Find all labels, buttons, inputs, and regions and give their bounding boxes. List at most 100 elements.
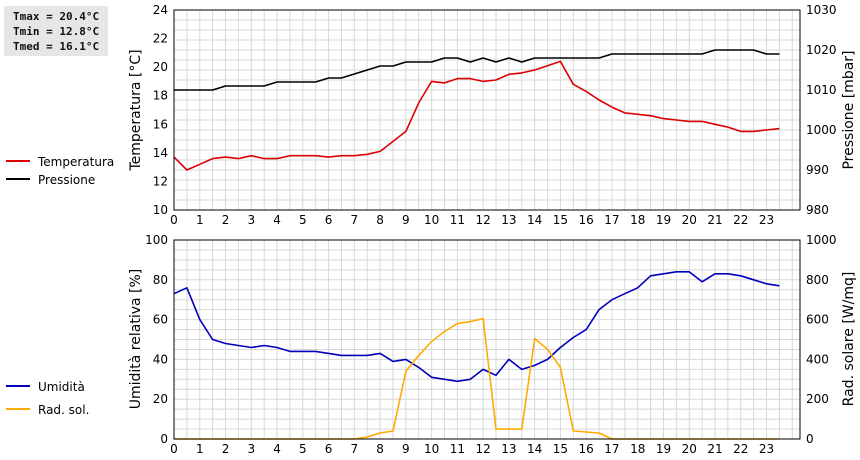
y-right-tick-label: 600 — [806, 313, 829, 327]
series-layer — [173, 49, 780, 171]
x-tick-label: 22 — [733, 442, 748, 456]
x-tick-label: 1 — [196, 213, 204, 227]
y-right-axis-title: Rad. solare [W/mq] — [841, 272, 857, 407]
y-left-tick-label: 80 — [153, 273, 168, 287]
series-line-rad-sol — [174, 317, 780, 440]
x-tick-label: 10 — [424, 213, 439, 227]
x-tick-label: 16 — [579, 442, 594, 456]
y-right-tick-label: 1020 — [806, 43, 837, 57]
x-tick-label: 0 — [170, 442, 178, 456]
plot-frame — [173, 9, 801, 211]
y-left-tick-label: 60 — [153, 313, 168, 327]
x-tick-label: 17 — [604, 442, 619, 456]
x-tick-label: 12 — [475, 213, 490, 227]
x-tick-label: 14 — [527, 213, 542, 227]
x-tick-label: 21 — [707, 213, 722, 227]
y-left-tick-label: 22 — [153, 32, 168, 46]
x-tick-label: 18 — [630, 442, 645, 456]
grid — [174, 10, 800, 210]
x-tick-label: 2 — [222, 442, 230, 456]
tmin-readout: Tmin = 12.8°C — [13, 25, 100, 38]
stats-box: Tmax = 20.4°C Tmin = 12.8°C Tmed = 16.1°… — [4, 6, 108, 56]
y-left-tick-label: 24 — [153, 3, 168, 17]
y-left-tick-label: 0 — [160, 432, 168, 446]
y-left-tick-label: 12 — [153, 174, 168, 188]
x-tick-label: 7 — [351, 213, 359, 227]
x-tick-label: 4 — [273, 213, 281, 227]
x-tick-label: 14 — [527, 442, 542, 456]
axis-labels: 0 1 2 3 4 5 6 7 8 9 10 11 12 13 14 15 16 17 18 19 20 21 22 2302… — [145, 233, 836, 456]
x-tick-label: 7 — [351, 442, 359, 456]
humidity-radiation-chart: 0 1 2 3 4 5 6 7 8 9 10 11 12 13 14 15 16 17 18 19 20 21 22 2302… — [6, 233, 857, 456]
tmed-readout: Tmed = 16.1°C — [13, 40, 100, 53]
y-left-tick-label: 18 — [153, 89, 168, 103]
y-right-tick-label: 1010 — [806, 83, 837, 97]
x-tick-label: 9 — [402, 442, 410, 456]
x-tick-label: 4 — [273, 442, 281, 456]
x-tick-label: 5 — [299, 442, 307, 456]
x-tick-label: 8 — [376, 442, 384, 456]
x-tick-label: 17 — [604, 213, 619, 227]
y-right-tick-label: 1000 — [806, 123, 837, 137]
plot-frame — [173, 239, 801, 440]
y-right-axis-title: Pressione [mbar] — [841, 50, 857, 169]
series-line-pressione — [174, 49, 780, 91]
x-tick-label: 13 — [501, 213, 516, 227]
legend-label-pressione: Pressione — [38, 173, 95, 187]
y-right-tick-label: 200 — [806, 392, 829, 406]
x-tick-label: 1 — [196, 442, 204, 456]
legend: Temperatura Pressione — [6, 155, 114, 187]
x-tick-label: 20 — [682, 442, 697, 456]
legend-label-rad-sol: Rad. sol. — [38, 403, 89, 417]
x-tick-label: 13 — [501, 442, 516, 456]
x-tick-label: 16 — [579, 213, 594, 227]
x-tick-label: 6 — [325, 442, 333, 456]
temperature-pressure-chart: 0 1 2 3 4 5 6 7 8 9 10 11 12 13 14 15 16 17 18 19 20 21 22 2310… — [6, 3, 857, 227]
x-tick-label: 23 — [759, 213, 774, 227]
axis-labels: 0 1 2 3 4 5 6 7 8 9 10 11 12 13 14 15 16 17 18 19 20 21 22 2310… — [153, 3, 837, 227]
y-left-tick-label: 20 — [153, 60, 168, 74]
x-tick-label: 3 — [247, 442, 255, 456]
series-line-umidit — [173, 270, 780, 383]
x-tick-label: 19 — [656, 213, 671, 227]
x-tick-label: 15 — [553, 442, 568, 456]
x-tick-label: 18 — [630, 213, 645, 227]
x-tick-label: 23 — [759, 442, 774, 456]
x-tick-label: 15 — [553, 213, 568, 227]
y-right-tick-label: 1000 — [806, 233, 837, 247]
series-line-temperatura — [173, 60, 780, 171]
series-layer — [173, 270, 780, 440]
y-right-tick-label: 1030 — [806, 3, 837, 17]
x-tick-label: 2 — [222, 213, 230, 227]
y-left-axis-title: Umidità relativa [%] — [128, 269, 144, 410]
y-left-tick-label: 20 — [153, 392, 168, 406]
x-tick-label: 9 — [402, 213, 410, 227]
legend-label-umidita: Umidità — [38, 380, 85, 394]
x-tick-label: 6 — [325, 213, 333, 227]
y-left-tick-label: 100 — [145, 233, 168, 247]
x-tick-label: 8 — [376, 213, 384, 227]
x-tick-label: 3 — [247, 213, 255, 227]
tmax-readout: Tmax = 20.4°C — [13, 10, 100, 23]
x-tick-label: 21 — [707, 442, 722, 456]
y-left-tick-label: 14 — [153, 146, 168, 160]
x-tick-label: 5 — [299, 213, 307, 227]
x-tick-label: 11 — [450, 442, 465, 456]
y-right-tick-label: 400 — [806, 352, 829, 366]
x-tick-label: 20 — [682, 213, 697, 227]
legend: Umidità Rad. sol. — [6, 380, 89, 417]
y-left-axis-title: Temperatura [°C] — [128, 49, 144, 171]
y-right-tick-label: 980 — [806, 203, 829, 217]
y-left-tick-label: 16 — [153, 117, 168, 131]
y-right-tick-label: 990 — [806, 163, 829, 177]
x-tick-label: 11 — [450, 213, 465, 227]
x-tick-label: 19 — [656, 442, 671, 456]
y-right-tick-label: 0 — [806, 432, 814, 446]
y-left-tick-label: 40 — [153, 352, 168, 366]
y-right-tick-label: 800 — [806, 273, 829, 287]
x-tick-label: 22 — [733, 213, 748, 227]
x-tick-label: 12 — [475, 442, 490, 456]
grid — [174, 240, 800, 439]
x-tick-label: 10 — [424, 442, 439, 456]
